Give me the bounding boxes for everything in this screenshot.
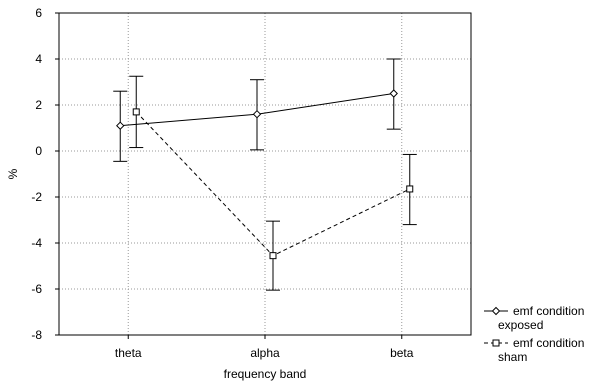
legend-label-continued: exposed (498, 318, 543, 332)
data-point (116, 121, 125, 130)
y-tick-label: -2 (31, 190, 42, 204)
x-tick-label: beta (390, 346, 414, 360)
series-0 (113, 58, 401, 162)
data-point (269, 252, 277, 260)
y-tick-label: 2 (35, 98, 42, 112)
legend-label: emf condition (513, 336, 584, 350)
x-tick-label: alpha (250, 346, 280, 360)
x-tick-label: theta (115, 346, 142, 360)
x-axis-title: frequency band (224, 367, 307, 381)
series-1 (129, 75, 417, 291)
legend-marker (492, 339, 500, 347)
legend-label: emf condition (513, 304, 584, 318)
y-tick-label: -4 (31, 236, 42, 250)
axis-ticks: 6 4 2 0 -2 -4 -6 -8 theta alpha beta (31, 6, 413, 360)
data-point (132, 108, 140, 116)
y-axis-title: % (6, 168, 20, 179)
y-tick-label: 6 (35, 6, 42, 20)
y-tick-label: -8 (31, 328, 42, 342)
data-point (389, 89, 398, 98)
y-tick-label: 0 (35, 144, 42, 158)
y-tick-label: 4 (35, 52, 42, 66)
data-point (252, 109, 262, 119)
legend-marker (491, 306, 501, 316)
data-point (406, 185, 414, 193)
legend-label-continued: sham (498, 350, 527, 364)
series-layer (113, 58, 417, 291)
grid-lines (59, 13, 471, 335)
y-tick-label: -6 (31, 282, 42, 296)
